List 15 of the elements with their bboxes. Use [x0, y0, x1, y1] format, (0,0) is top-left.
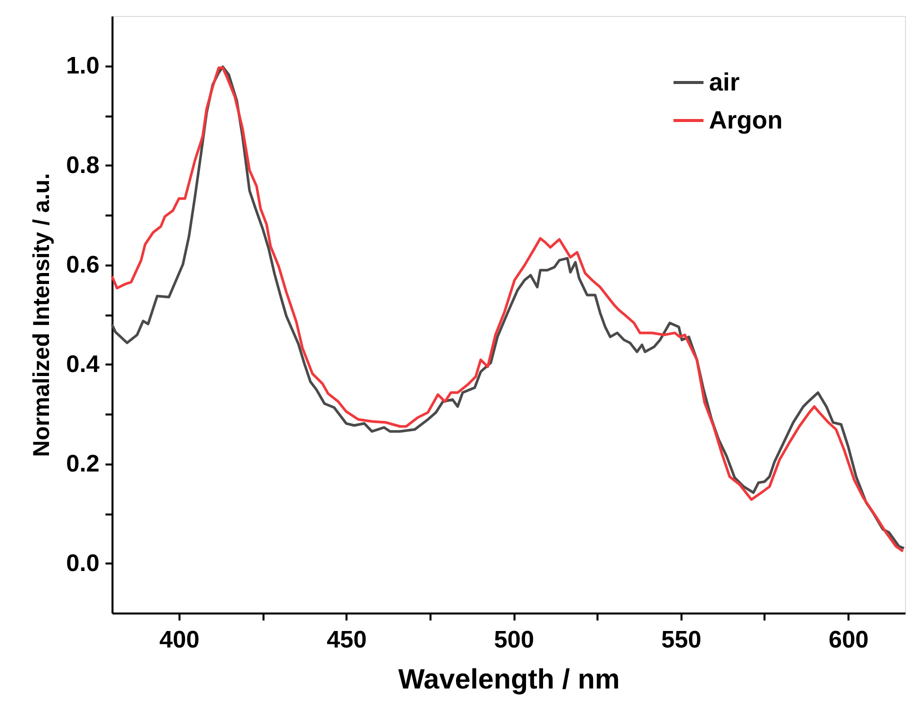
- x-tick-label: 500: [494, 626, 534, 654]
- x-tick-label: 600: [828, 626, 869, 654]
- y-tick-label: 0.2: [66, 450, 100, 478]
- y-axis-title: Normalized Intensity / a.u.: [28, 173, 54, 457]
- x-tick-label: 550: [661, 626, 702, 654]
- legend-label: air: [709, 68, 740, 96]
- y-tick-label: 0.4: [66, 350, 100, 378]
- y-tick-label: 1.0: [66, 52, 100, 80]
- y-tick-label: 0.6: [66, 251, 100, 278]
- x-tick-label: 450: [326, 626, 367, 654]
- y-tick-label: 0.0: [66, 550, 100, 577]
- x-tick-label: 400: [159, 626, 200, 654]
- legend-label: Argon: [709, 106, 783, 134]
- x-axis-title: Wavelength / nm: [398, 664, 620, 694]
- y-tick-label: 0.8: [66, 152, 100, 179]
